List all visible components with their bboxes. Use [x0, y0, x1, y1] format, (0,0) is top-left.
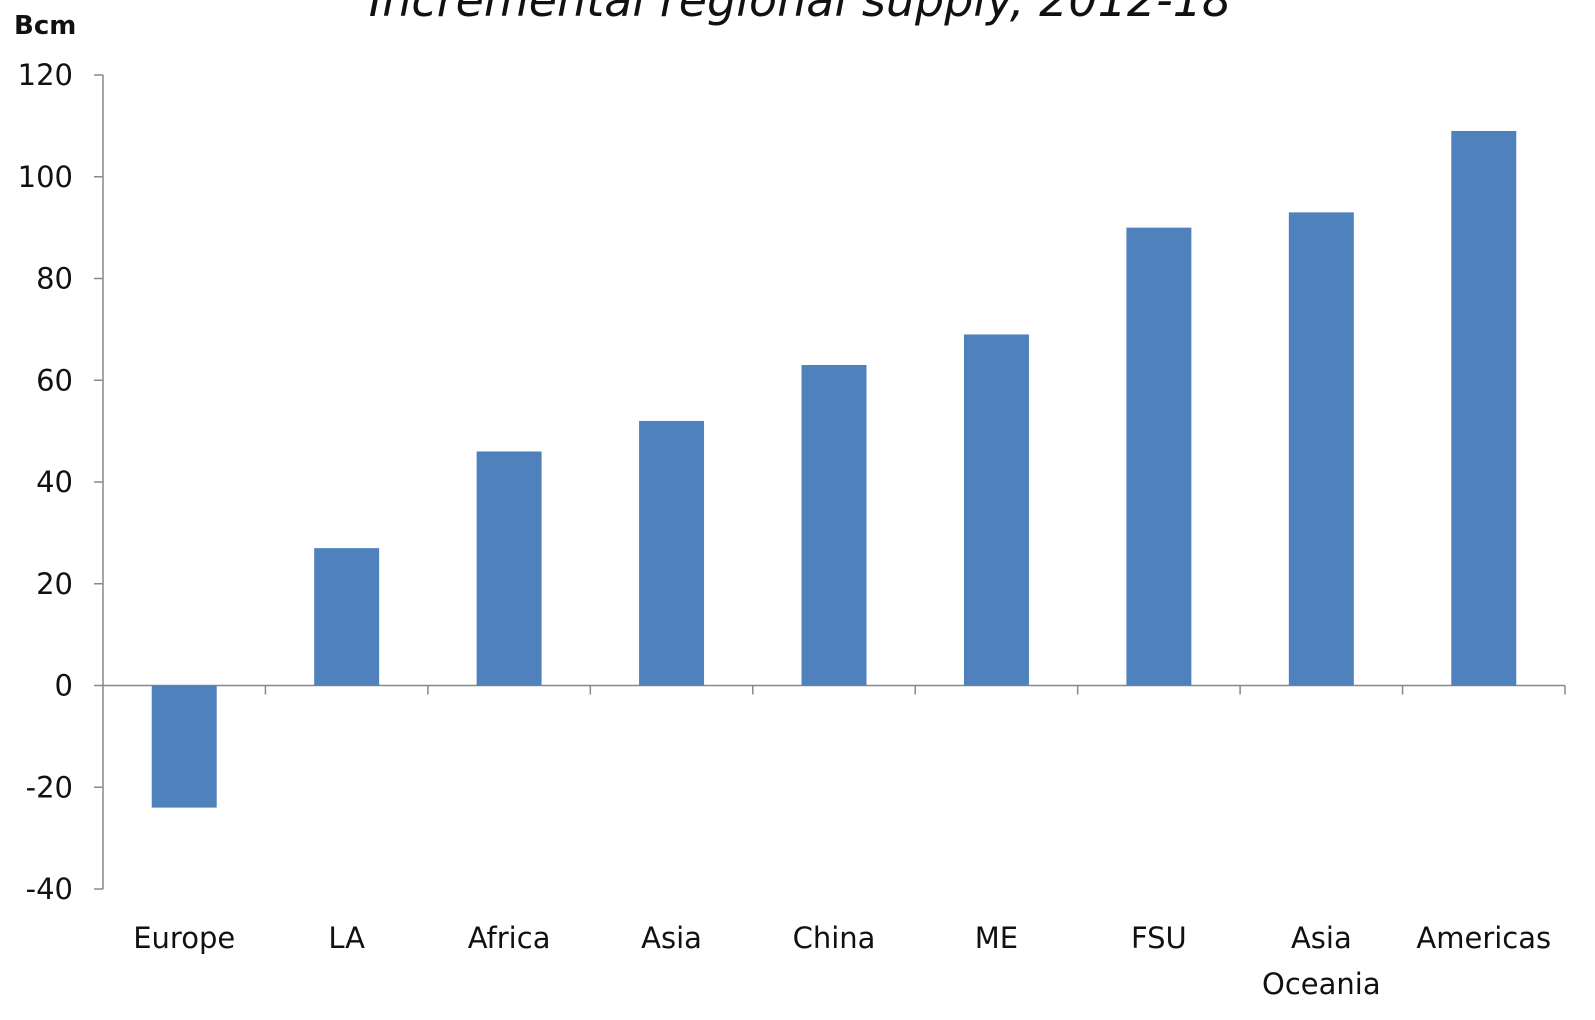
y-tick-label: 80 — [36, 262, 73, 296]
x-tick-label: Americas — [1416, 921, 1552, 955]
x-tick-label: China — [792, 921, 876, 955]
x-tick-label: Africa — [467, 921, 551, 955]
bar — [963, 334, 1029, 686]
bar — [314, 548, 380, 686]
y-tick-label: 20 — [36, 567, 73, 601]
x-tick-label: Europe — [133, 921, 236, 955]
y-axis-label: Bcm — [14, 11, 76, 41]
bar — [476, 451, 542, 686]
bar — [1288, 212, 1354, 686]
y-tick-label: -20 — [26, 770, 73, 804]
x-tick-label: LA — [328, 921, 365, 955]
y-tick-label: -40 — [26, 872, 73, 906]
x-tick-label: Asia Oceania — [1262, 921, 1381, 1001]
bar — [151, 685, 217, 808]
x-tick-label: ME — [974, 921, 1019, 955]
bar — [801, 364, 867, 686]
y-tick-label: 60 — [36, 363, 73, 397]
bar — [1451, 130, 1517, 686]
x-tick-label: Asia — [641, 921, 702, 955]
chart-title: Incremental regional supply, 2012-18 — [369, 0, 1232, 27]
y-tick-label: 100 — [18, 160, 73, 194]
y-tick-label: 40 — [36, 465, 73, 499]
bar — [639, 420, 705, 686]
bar — [1126, 227, 1192, 686]
x-tick-label: FSU — [1130, 921, 1187, 955]
y-tick-label: 120 — [18, 58, 73, 92]
y-tick-label: 0 — [55, 669, 73, 703]
